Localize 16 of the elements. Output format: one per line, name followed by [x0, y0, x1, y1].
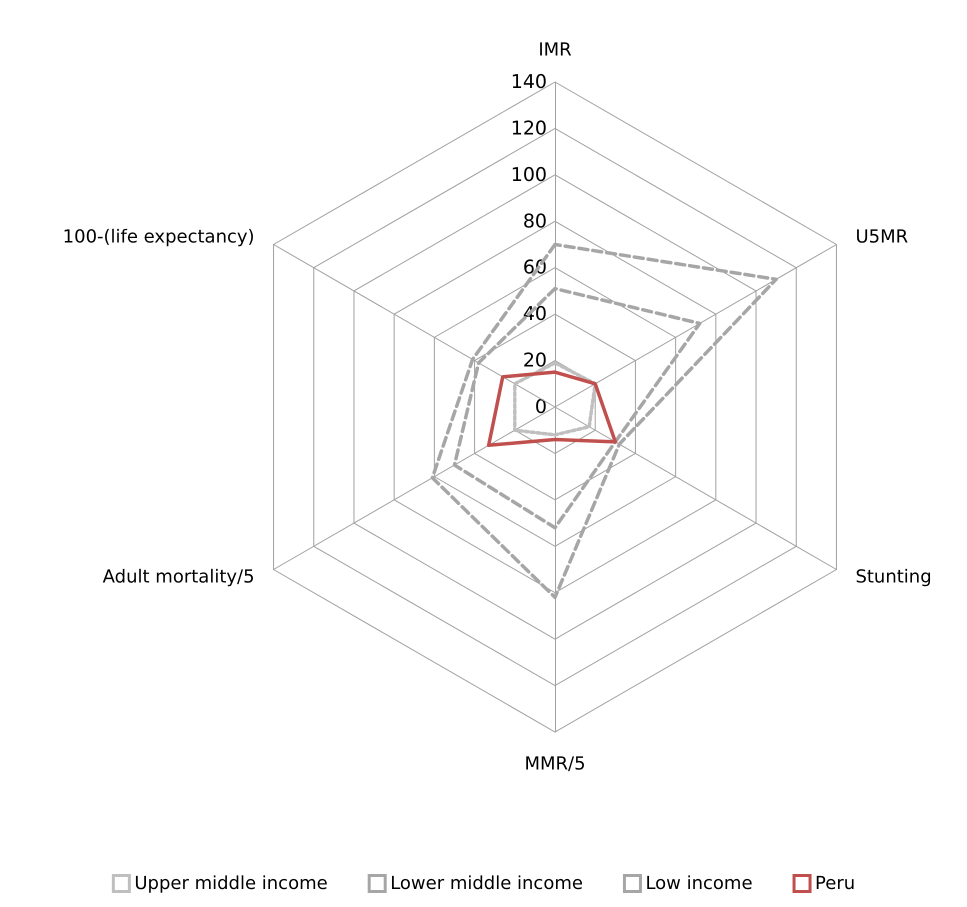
legend-label: Low income: [645, 873, 753, 894]
y-tick-label: 20: [522, 350, 547, 372]
y-tick-label: 100: [510, 164, 547, 186]
legend-label: Peru: [815, 873, 856, 894]
spoke-label: 100-(life expectancy): [62, 226, 255, 248]
y-tick-label: 140: [510, 71, 547, 93]
y-tick-label: 0: [534, 396, 547, 418]
spoke-label: MMR/5: [524, 754, 586, 774]
spoke-label: U5MR: [855, 226, 908, 248]
spoke-label: Adult mortality/5: [102, 566, 255, 588]
y-tick-label: 80: [522, 210, 547, 232]
spoke-label: Stunting: [855, 566, 932, 588]
legend-label: Lower middle income: [390, 873, 583, 894]
legend-label: Upper middle income: [134, 873, 328, 894]
y-tick-label: 120: [510, 117, 547, 140]
spoke-label: IMR: [538, 40, 572, 60]
